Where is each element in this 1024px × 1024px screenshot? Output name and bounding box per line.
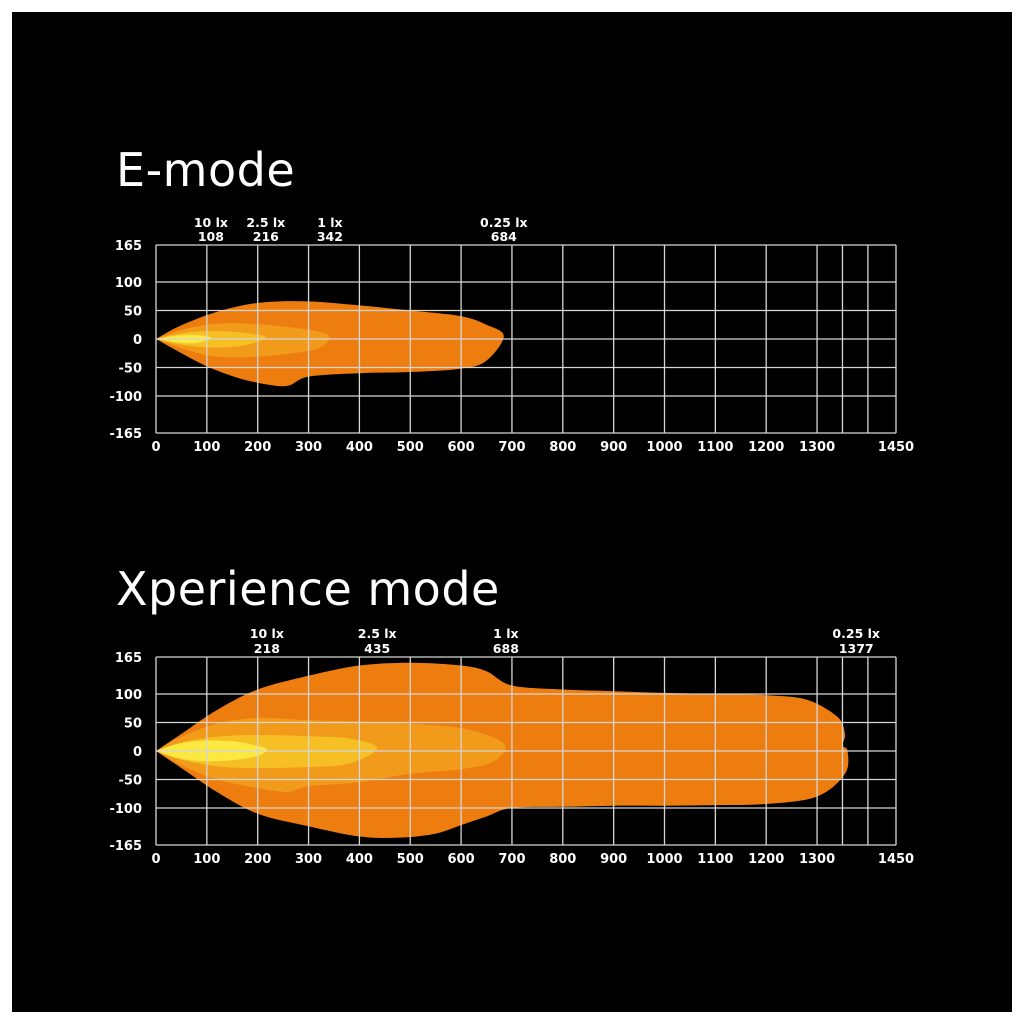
x-tick-label: 700 (498, 440, 525, 455)
x-tick-label: 0 (151, 852, 160, 867)
chart-title-e-mode: E-mode (116, 143, 296, 197)
lux-marker-label: 2.5 lx (358, 626, 397, 641)
x-tick-label: 1450 (878, 852, 914, 867)
x-tick-label: 400 (346, 440, 373, 455)
x-tick-label: 800 (549, 852, 576, 867)
x-tick-label: 500 (397, 852, 424, 867)
x-tick-label: 400 (346, 852, 373, 867)
chart-title-xperience-mode: Xperience mode (116, 562, 500, 616)
lux-marker-distance: 435 (364, 641, 390, 656)
lux-marker-distance: 342 (317, 229, 343, 244)
lux-marker-label: 0.25 lx (832, 626, 880, 641)
y-tick-label: -165 (109, 427, 142, 442)
y-axis: 165 100 50 0 -50 -100 -165 (109, 651, 142, 854)
y-tick-label: -50 (119, 773, 143, 788)
beam-zone-0-25-lx-e-mode (156, 301, 504, 387)
y-tick-label: 50 (124, 717, 142, 732)
y-axis: 165 100 50 0 -50 -100 -165 (109, 239, 142, 442)
x-tick-label: 700 (498, 852, 525, 867)
lux-marker-distance: 1377 (839, 641, 874, 656)
y-tick-label: -165 (109, 839, 142, 854)
x-tick-label: 800 (549, 440, 576, 455)
x-tick-label: 1200 (748, 440, 784, 455)
x-tick-label: 100 (193, 440, 220, 455)
x-tick-label: 1450 (878, 440, 914, 455)
x-tick-label: 100 (193, 852, 220, 867)
x-axis: 0 100 200 300 400 500 600 700 800 900 1000 1100 1200… (151, 440, 914, 455)
x-axis: 0 100 200 300 400 500 600 700 800 900 1000 1100 1200… (151, 852, 914, 867)
x-tick-label: 1200 (748, 852, 784, 867)
x-tick-label: 1000 (646, 440, 682, 455)
y-tick-label: -50 (119, 361, 143, 376)
x-tick-label: 1000 (646, 852, 682, 867)
lux-marker-label: 1 lx (317, 215, 342, 230)
y-tick-label: 165 (115, 651, 142, 666)
lux-marker-label: 2.5 lx (246, 215, 285, 230)
lux-marker-distance: 108 (198, 229, 224, 244)
x-tick-label: 500 (397, 440, 424, 455)
x-tick-label: 600 (448, 440, 475, 455)
lux-marker-distance: 684 (491, 229, 517, 244)
x-tick-label: 1300 (799, 440, 835, 455)
y-tick-label: 0 (133, 333, 142, 348)
x-tick-label: 0 (151, 440, 160, 455)
x-tick-label: 900 (600, 852, 627, 867)
x-tick-label: 300 (295, 440, 322, 455)
y-tick-label: 100 (115, 688, 142, 703)
y-tick-label: -100 (109, 390, 142, 405)
x-tick-label: 200 (244, 852, 271, 867)
y-tick-label: 165 (115, 239, 142, 254)
x-tick-label: 1100 (697, 852, 733, 867)
x-tick-label: 200 (244, 440, 271, 455)
x-tick-label: 300 (295, 852, 322, 867)
lux-marker-label: 0.25 lx (480, 215, 528, 230)
y-tick-label: -100 (109, 802, 142, 817)
lux-marker-distance: 216 (253, 229, 279, 244)
lux-marker-label: 1 lx (493, 626, 518, 641)
y-tick-label: 50 (124, 305, 142, 320)
y-tick-label: 100 (115, 276, 142, 291)
chart-grid (155, 656, 897, 846)
x-tick-label: 1100 (697, 440, 733, 455)
beam-zones (156, 662, 849, 838)
lux-marker-distance: 218 (254, 641, 280, 656)
chart-grid (155, 244, 897, 434)
x-tick-label: 900 (600, 440, 627, 455)
lux-marker-distance: 688 (493, 641, 519, 656)
lux-marker-label: 10 lx (250, 626, 284, 641)
y-tick-label: 0 (133, 745, 142, 760)
x-tick-label: 1300 (799, 852, 835, 867)
lux-marker-label: 10 lx (194, 215, 228, 230)
x-tick-label: 600 (448, 852, 475, 867)
